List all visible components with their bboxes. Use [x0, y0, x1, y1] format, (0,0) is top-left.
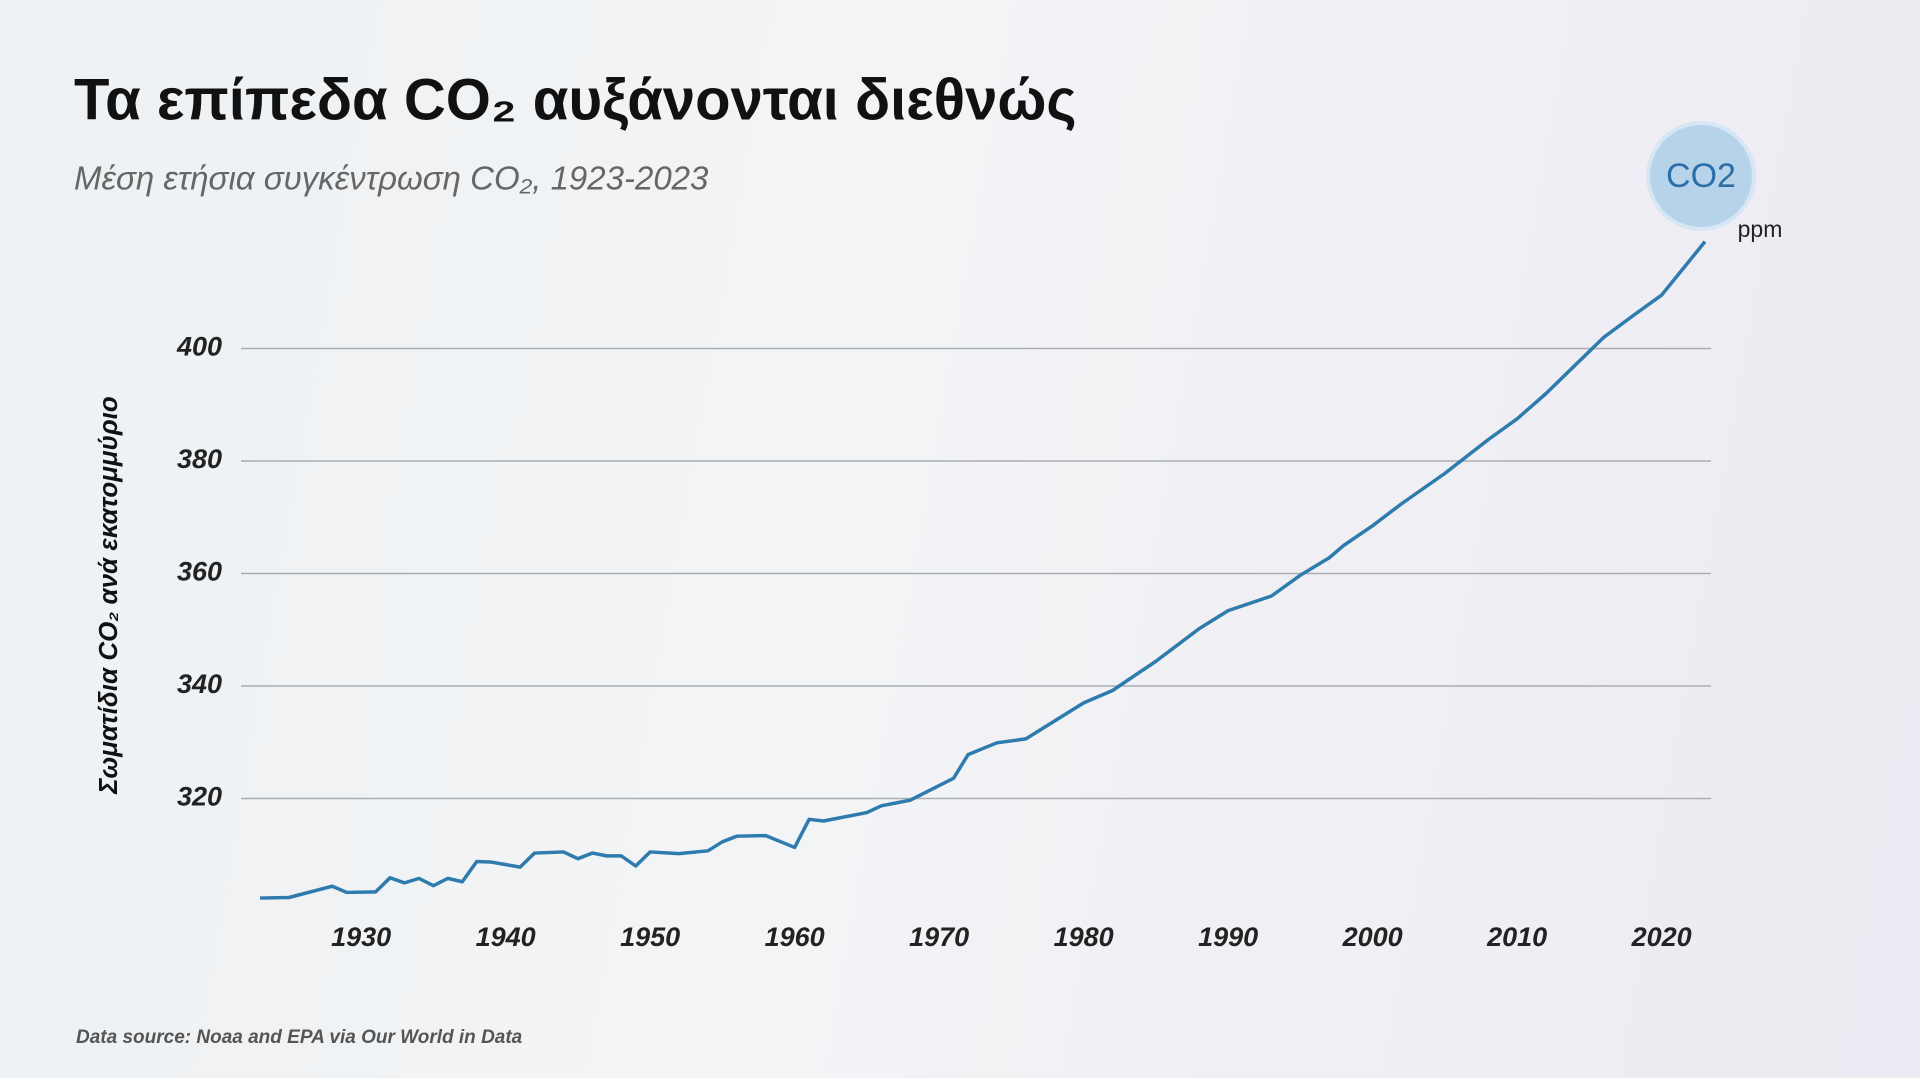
- x-tick-label: 1930: [331, 922, 391, 952]
- x-tick-label: 2020: [1631, 922, 1692, 952]
- x-tick-label: 2010: [1486, 922, 1547, 952]
- x-tick-label: 1950: [620, 922, 680, 952]
- source: Data source: Noaa and EPA via Our World …: [76, 1027, 523, 1048]
- badge-circle: [1646, 121, 1756, 231]
- x-tick-label: 1990: [1198, 922, 1258, 952]
- x-tick-label: 2000: [1342, 922, 1403, 952]
- chart-subtitle: Μέση ετήσια συγκέντρωση CO₂, 1923-2023: [74, 160, 709, 197]
- y-axis-label: Σωματίδια CO₂ ανά εκατομμύριο: [93, 396, 123, 795]
- y-tick-label: 380: [177, 444, 222, 474]
- x-tick-label: 1940: [476, 922, 536, 952]
- line-series: [259, 240, 1707, 900]
- x-tick-label: 1970: [909, 922, 969, 952]
- y-tick-label: 340: [177, 669, 222, 699]
- unit-label: ppm: [1738, 216, 1783, 242]
- y-tick-label: 400: [176, 332, 222, 362]
- chart-title: Τα επίπεδα CO₂ αυξάνονται διεθνώς: [74, 67, 1077, 132]
- y-tick-label: 360: [177, 557, 222, 587]
- y-tick-label: 320: [177, 782, 222, 812]
- badge-text: CO2: [1666, 157, 1736, 195]
- x-tick-label: 1980: [1054, 922, 1114, 952]
- x-tick-label: 1960: [765, 922, 825, 952]
